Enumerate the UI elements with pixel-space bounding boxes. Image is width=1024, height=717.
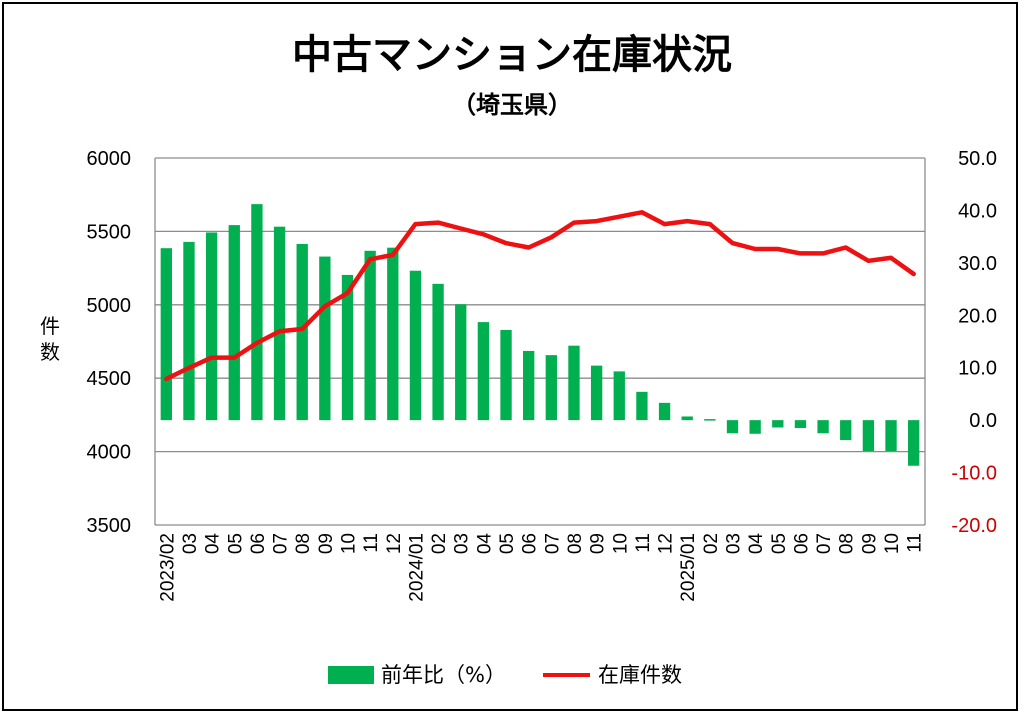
left-tick-label: 6000 (87, 148, 132, 170)
stock-line (164, 210, 916, 382)
x-tick-label: 12 (656, 533, 677, 554)
bar (160, 248, 172, 421)
bar (273, 226, 286, 421)
x-tick-label: 02 (429, 533, 450, 554)
bar (749, 420, 761, 434)
bar (228, 225, 240, 421)
legend-line-label: 在庫件数 (598, 663, 682, 687)
bar (885, 420, 897, 452)
x-tick-label: 11 (905, 533, 926, 553)
x-tick-label: 11 (633, 533, 654, 553)
x-tick-label: 11 (361, 533, 382, 553)
right-tick-label: -20.0 (951, 515, 997, 537)
x-tick-label: 09 (588, 533, 609, 554)
x-tick-label: 04 (474, 533, 495, 555)
x-tick-label: 12 (384, 533, 405, 554)
left-tick-label: 4500 (87, 368, 132, 390)
x-tick-label: 09 (859, 533, 880, 554)
x-tick-label: 05 (497, 533, 518, 554)
x-tick-label: 06 (248, 533, 269, 554)
x-tick-label: 10 (882, 533, 903, 554)
bar (636, 391, 648, 421)
bar (772, 420, 784, 428)
bar (681, 416, 693, 421)
y-label-char: 件 (40, 314, 60, 338)
x-tick-label: 10 (339, 533, 360, 554)
left-tick-label: 4000 (87, 442, 132, 464)
x-tick-label: 05 (769, 533, 790, 554)
x-tick-label: 07 (814, 533, 835, 554)
x-tick-label: 2024/01 (406, 533, 427, 602)
right-tick-label: 20.0 (958, 305, 997, 327)
bar (387, 247, 399, 421)
y-label-char: 数 (40, 340, 60, 364)
right-tick-label: -10.0 (951, 463, 997, 485)
bar (862, 420, 875, 452)
x-tick-label: 05 (225, 533, 246, 554)
bar (568, 345, 580, 421)
left-tick-label: 5000 (87, 295, 132, 317)
y-axis-label: 件数 (40, 314, 60, 364)
bar (704, 419, 716, 421)
x-tick-label: 03 (180, 533, 201, 554)
x-tick-label: 09 (316, 533, 337, 554)
right-tick-label: 50.0 (958, 148, 997, 170)
bar (205, 232, 218, 421)
x-tick-label: 03 (724, 533, 745, 554)
bar (545, 355, 557, 421)
bar (590, 365, 603, 421)
bar (840, 420, 852, 441)
bar (794, 420, 807, 429)
bar (341, 274, 354, 421)
x-tick-label: 07 (542, 533, 563, 554)
x-tick-label: 10 (610, 533, 631, 554)
bar (908, 420, 920, 466)
x-tick-label: 08 (293, 533, 314, 554)
bar (319, 256, 331, 421)
x-tick-label: 08 (837, 533, 858, 554)
legend-bar-label: 前年比（%） (381, 663, 506, 687)
x-tick-label: 07 (271, 533, 292, 554)
x-tick-label: 2025/01 (678, 533, 699, 602)
x-tick-label: 06 (791, 533, 812, 554)
line-series (164, 210, 916, 382)
bar (477, 322, 490, 421)
gridlines (154, 157, 926, 526)
x-tick-label: 02 (701, 533, 722, 554)
chart-title: 中古マンション在庫状況 (292, 32, 732, 78)
x-tick-label: 2023/02 (157, 533, 178, 602)
bar (817, 420, 829, 434)
x-axis-ticks: 2023/02 03 04 05 06 07 08 09 10 11 12 2024/01 02 03 04… (157, 533, 925, 602)
bar (432, 283, 444, 421)
legend: 前年比（%） 在庫件数 (328, 663, 682, 687)
bar (455, 304, 467, 421)
left-tick-label: 5500 (87, 221, 132, 243)
bar (364, 250, 376, 421)
x-tick-label: 06 (520, 533, 541, 554)
right-tick-label: 30.0 (958, 253, 997, 275)
bar (296, 243, 308, 421)
x-tick-label: 04 (746, 533, 767, 555)
bar (726, 420, 739, 434)
bar (251, 204, 263, 421)
legend-bar-swatch (328, 666, 374, 684)
right-tick-label: 10.0 (958, 358, 997, 380)
left-tick-label: 3500 (87, 515, 132, 537)
x-tick-label: 08 (565, 533, 586, 554)
right-axis-ticks: 50.0 40.0 30.0 20.0 10.0 0.0 -10.0 -20.0 (951, 148, 997, 537)
bar (500, 329, 512, 421)
bar-series (160, 204, 920, 466)
bar (523, 350, 535, 421)
bar (183, 241, 195, 421)
bar (613, 371, 625, 421)
bar (658, 402, 671, 421)
x-tick-label: 03 (452, 533, 473, 554)
bar (409, 270, 422, 421)
x-tick-label: 04 (203, 533, 224, 555)
chart-subtitle: （埼玉県） (452, 91, 572, 119)
left-axis-ticks: 6000 5500 5000 4500 4000 3500 (87, 148, 132, 537)
right-tick-label: 0.0 (969, 410, 997, 432)
right-tick-label: 40.0 (958, 200, 997, 222)
